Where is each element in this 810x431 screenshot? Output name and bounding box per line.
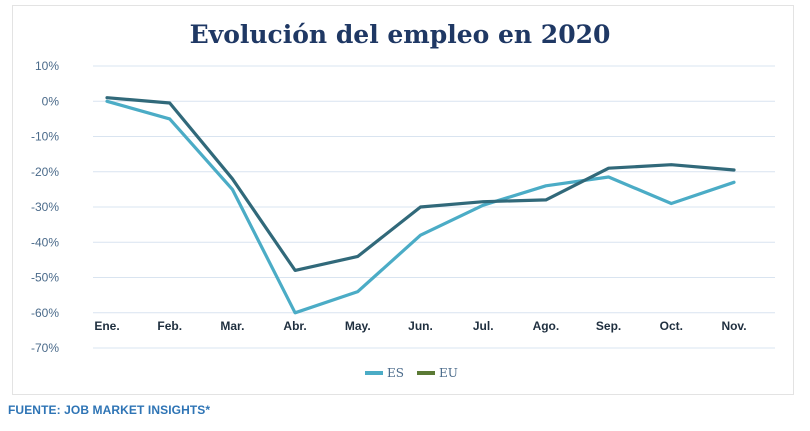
legend-label-es: ES [387, 366, 404, 380]
series-line-eu [105, 96, 736, 272]
y-tick-label: -10% [31, 130, 59, 144]
y-tick-label: -40% [31, 235, 59, 249]
x-tick-label: Feb. [157, 319, 182, 333]
y-axis-ticks: 10% 0% -10% -20% -30% -40% -50% -60% -70% [31, 59, 59, 355]
line-chart: Evolución del empleo en 2020 10% 0% -10% -2… [31, 20, 775, 380]
legend-label-eu: EU [439, 366, 458, 380]
x-tick-label: Ago. [533, 319, 560, 333]
chart-title: Evolución del empleo en 2020 [190, 20, 611, 49]
x-tick-label: Nov. [721, 319, 746, 333]
x-tick-label: Oct. [660, 319, 683, 333]
x-tick-label: Jul. [473, 319, 494, 333]
series-lines [105, 96, 736, 315]
x-tick-label: Jun. [408, 319, 433, 333]
y-tick-label: -20% [31, 165, 59, 179]
source-note: FUENTE: JOB MARKET INSIGHTS* [8, 403, 211, 417]
x-tick-label: Mar. [220, 319, 244, 333]
y-tick-label: -50% [31, 271, 59, 285]
x-tick-label: Ene. [94, 319, 119, 333]
y-tick-label: 0% [42, 94, 60, 108]
y-tick-label: -70% [31, 341, 59, 355]
y-tick-label: 10% [35, 59, 59, 73]
x-axis-ticks: Ene. Feb. Mar. Abr. May. Jun. Jul. Ago. Sep. Oct.… [94, 319, 746, 333]
x-tick-label: May. [345, 319, 371, 333]
x-tick-label: Sep. [596, 319, 621, 333]
y-tick-label: -30% [31, 200, 59, 214]
chart-frame: Evolución del empleo en 2020 10% 0% -10% -2… [12, 5, 794, 395]
y-tick-label: -60% [31, 306, 59, 320]
x-tick-label: Abr. [283, 319, 306, 333]
legend: ES EU [365, 366, 458, 380]
